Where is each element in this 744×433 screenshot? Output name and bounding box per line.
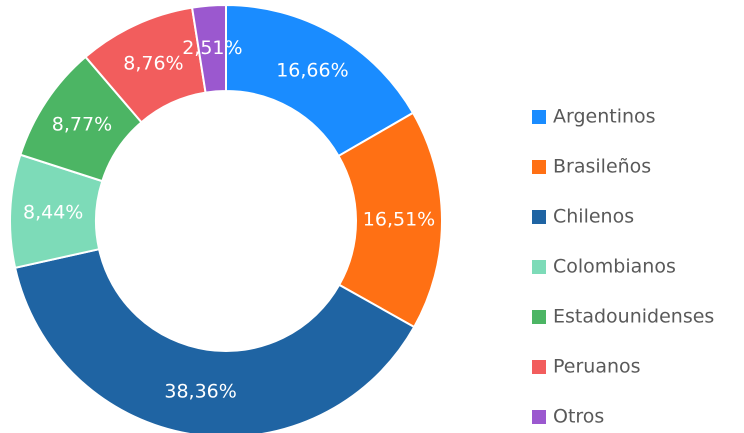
legend-label: Argentinos [553,106,656,128]
legend-swatch [532,310,546,324]
legend-swatch [532,210,546,224]
legend-swatch [532,160,546,174]
legend-label: Chilenos [553,206,634,228]
legend-label: Brasileños [553,156,651,178]
legend-label: Colombianos [553,256,676,278]
legend-swatch [532,110,546,124]
legend-label: Estadounidenses [553,306,714,328]
legend-label: Peruanos [553,356,641,378]
legend-swatch [532,260,546,274]
data-label: 2,51% [182,37,242,59]
slice [190,3,227,94]
data-label: 16,66% [276,60,348,82]
legend-swatch [532,360,546,374]
data-label: 16,51% [363,209,435,231]
legend-label: Otros [553,406,604,428]
data-label: 8,77% [52,114,112,136]
data-label: 38,36% [164,381,236,403]
data-label: 8,76% [123,52,183,74]
slice [13,247,416,433]
data-label: 8,44% [23,201,83,223]
legend-swatch [532,410,546,424]
